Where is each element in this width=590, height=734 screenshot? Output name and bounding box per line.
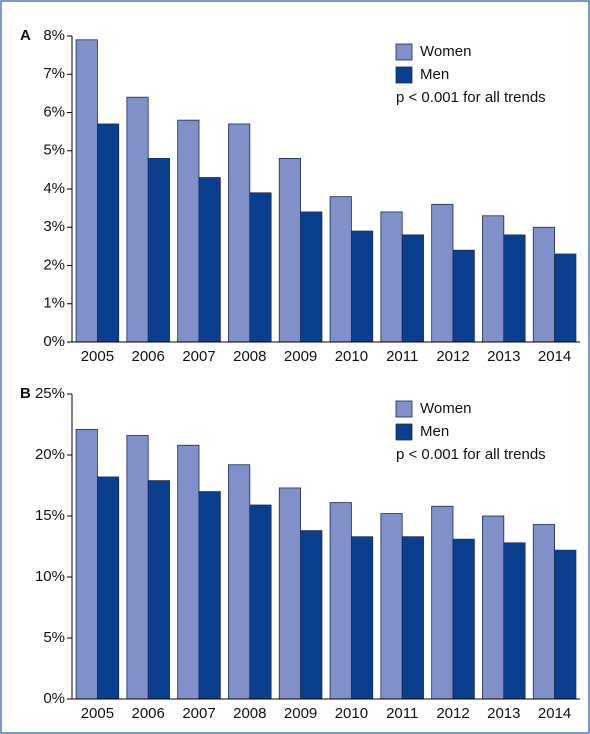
legend-label: Men <box>420 423 449 440</box>
x-tick-label: 2008 <box>233 348 266 365</box>
x-tick-label: 2006 <box>132 705 165 722</box>
x-tick-label: 2008 <box>233 705 266 722</box>
bar <box>503 234 526 343</box>
y-tick-label: 6% <box>43 103 65 120</box>
y-tick-label: 7% <box>43 65 65 82</box>
bar <box>97 123 120 343</box>
bar <box>431 203 454 343</box>
bar <box>401 234 424 343</box>
legend-swatch <box>395 43 413 61</box>
x-tick-label: 2010 <box>335 705 368 722</box>
bar <box>147 157 170 343</box>
x-tick-label: 2014 <box>538 348 571 365</box>
bar <box>431 505 454 700</box>
bar <box>532 226 555 343</box>
y-tick-label: 8% <box>43 27 65 44</box>
bar <box>380 513 403 700</box>
y-tick-label: 3% <box>43 218 65 235</box>
bar <box>350 536 374 700</box>
y-tick-label: 15% <box>35 507 65 524</box>
x-tick-label: 2012 <box>436 348 469 365</box>
bar <box>177 119 200 343</box>
bar <box>380 211 403 343</box>
panel-label: A <box>20 27 31 44</box>
y-tick-label: 10% <box>35 568 65 585</box>
x-tick-label: 2007 <box>182 705 215 722</box>
bar <box>278 487 302 700</box>
legend-swatch <box>395 66 413 84</box>
bar <box>350 230 374 343</box>
legend-label: Women <box>420 43 471 60</box>
bar <box>452 538 475 700</box>
bar <box>249 504 272 700</box>
annotation: p < 0.001 for all trends <box>396 446 546 463</box>
bar <box>554 549 577 700</box>
x-tick-label: 2005 <box>81 705 114 722</box>
y-tick-label: 1% <box>43 295 65 312</box>
bar <box>126 435 149 700</box>
bar <box>249 192 272 343</box>
legend-swatch <box>395 423 413 441</box>
bar <box>482 215 505 343</box>
x-tick-label: 2013 <box>487 348 520 365</box>
y-tick-label: 0% <box>43 333 65 350</box>
x-tick-label: 2009 <box>284 705 317 722</box>
y-tick-label: 0% <box>43 690 65 707</box>
bar <box>198 491 221 700</box>
bar <box>554 253 577 343</box>
x-tick-label: 2013 <box>487 705 520 722</box>
bar <box>126 96 149 343</box>
x-tick-label: 2009 <box>284 348 317 365</box>
y-tick-label: 5% <box>43 629 65 646</box>
bar <box>329 196 352 343</box>
y-tick-label: 25% <box>35 385 65 402</box>
bar <box>177 444 200 700</box>
bar <box>228 123 251 343</box>
legend-label: Men <box>420 66 449 83</box>
annotation: p < 0.001 for all trends <box>396 89 546 106</box>
bar <box>97 476 120 700</box>
y-tick-label: 4% <box>43 180 65 197</box>
bar <box>75 39 98 343</box>
bar <box>300 211 323 343</box>
y-tick-label: 2% <box>43 256 65 273</box>
x-tick-label: 2011 <box>386 348 418 365</box>
y-tick-label: 20% <box>35 446 65 463</box>
x-tick-label: 2012 <box>436 705 469 722</box>
x-tick-label: 2014 <box>538 705 571 722</box>
legend-swatch <box>395 400 413 418</box>
bar <box>300 530 323 700</box>
bar <box>75 428 98 700</box>
bar <box>452 249 475 343</box>
legend-label: Women <box>420 400 471 417</box>
bar <box>532 524 555 700</box>
y-tick-label: 5% <box>43 142 65 159</box>
x-tick-label: 2006 <box>132 348 165 365</box>
bar <box>147 480 170 700</box>
bar <box>482 515 505 700</box>
bar <box>278 157 302 343</box>
x-tick-label: 2010 <box>335 348 368 365</box>
panel-label: B <box>20 385 31 402</box>
x-tick-label: 2007 <box>182 348 215 365</box>
bar <box>198 177 221 343</box>
x-tick-label: 2005 <box>81 348 114 365</box>
bar <box>401 536 424 700</box>
bar <box>329 502 352 700</box>
x-tick-label: 2011 <box>386 705 418 722</box>
bar <box>503 542 526 700</box>
bar <box>228 464 251 700</box>
